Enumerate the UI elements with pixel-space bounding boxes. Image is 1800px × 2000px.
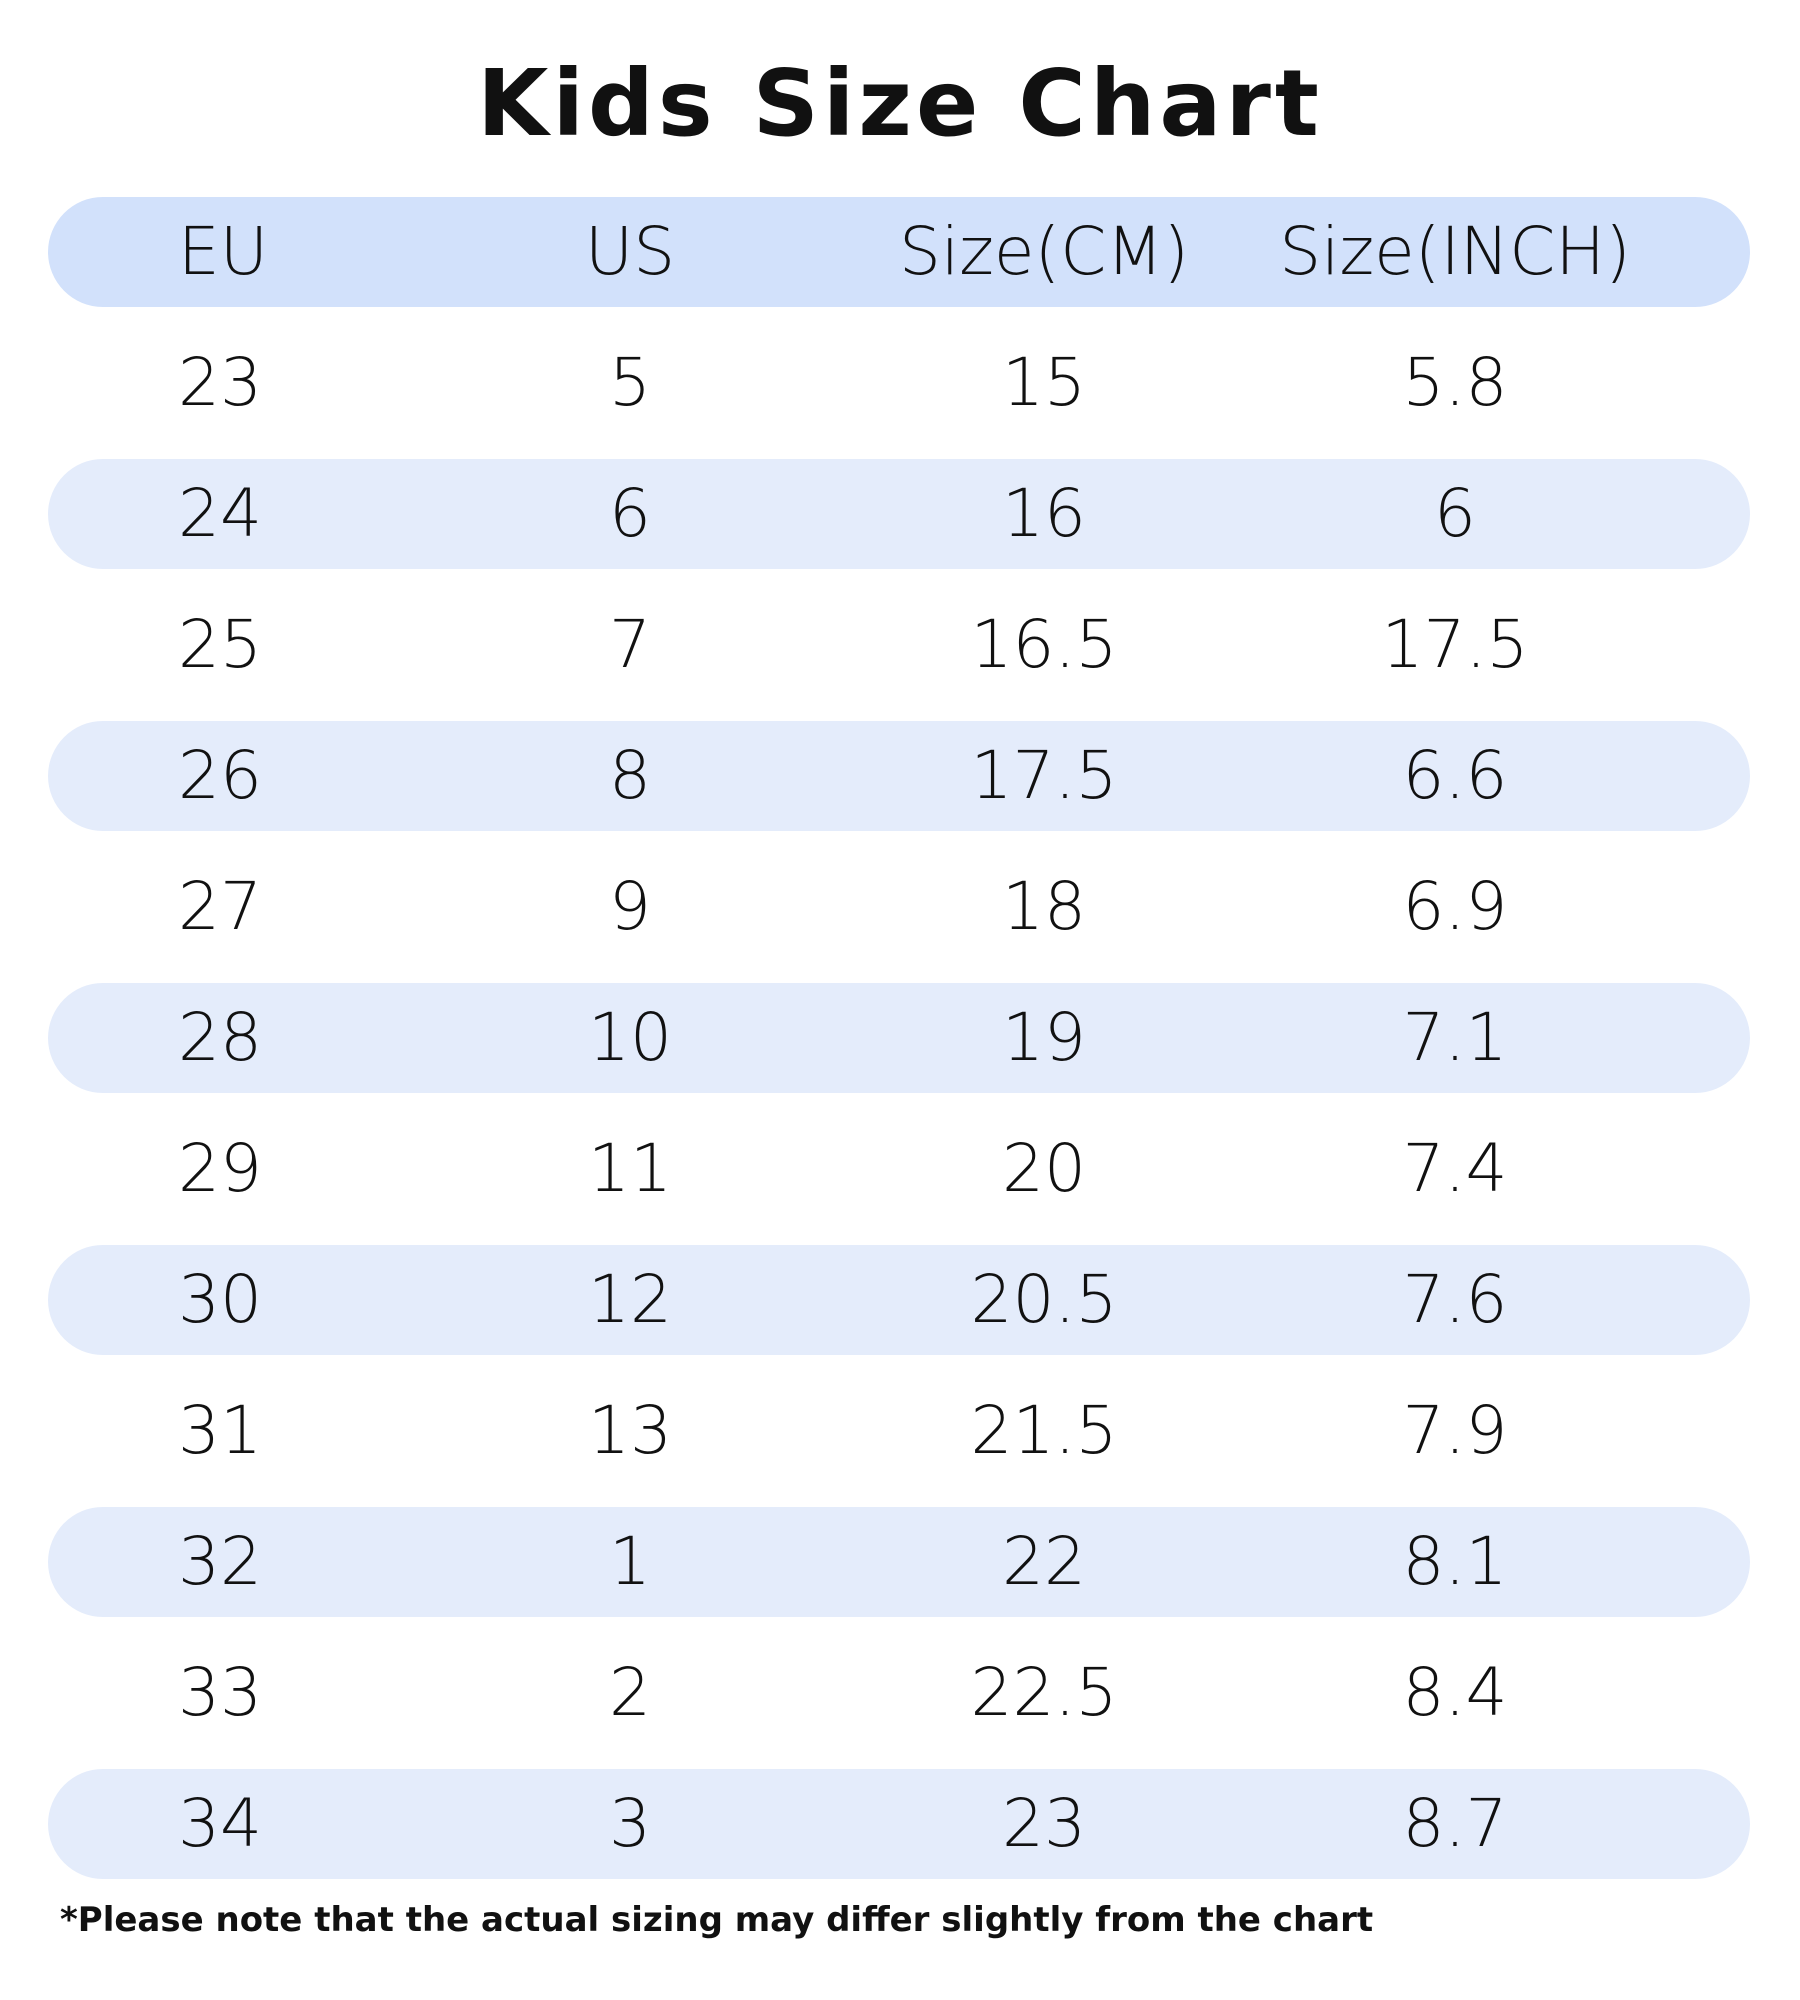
table-cell: 16 bbox=[1002, 475, 1086, 552]
table-cell: 8.1 bbox=[1402, 1523, 1508, 1600]
row-band bbox=[48, 721, 1750, 831]
table-cell: 5 bbox=[609, 344, 651, 421]
table-cell: 16.5 bbox=[970, 606, 1118, 683]
table-cell: 9 bbox=[609, 868, 651, 945]
title: Kids Size Chart bbox=[477, 50, 1323, 157]
table-cell: 6.6 bbox=[1402, 737, 1508, 814]
row-band bbox=[48, 1507, 1750, 1617]
table-cell: 32 bbox=[178, 1523, 262, 1600]
note: *Please note that the actual sizing may … bbox=[60, 1900, 1374, 1940]
table-cell: 8.7 bbox=[1402, 1785, 1508, 1862]
table-cell: 15 bbox=[1002, 344, 1086, 421]
column-header: Size(INCH) bbox=[1279, 213, 1631, 290]
row-band bbox=[48, 983, 1750, 1093]
table-cell: 2 bbox=[609, 1654, 651, 1731]
table-cell: 27 bbox=[178, 868, 262, 945]
table-cell: 23 bbox=[178, 344, 262, 421]
table-cell: 11 bbox=[588, 1130, 672, 1207]
table-cell: 7.1 bbox=[1402, 999, 1508, 1076]
table-cell: 28 bbox=[178, 999, 262, 1076]
table-cell: 10 bbox=[588, 999, 672, 1076]
column-header: EU bbox=[178, 213, 269, 290]
table-cell: 7.4 bbox=[1402, 1130, 1508, 1207]
column-header: US bbox=[584, 213, 676, 290]
table-cell: 20 bbox=[1002, 1130, 1086, 1207]
table-cell: 23 bbox=[1002, 1785, 1086, 1862]
table-cell: 34 bbox=[178, 1785, 262, 1862]
table-cell: 13 bbox=[588, 1392, 672, 1469]
table-cell: 26 bbox=[178, 737, 262, 814]
header-band bbox=[48, 197, 1750, 307]
table-cell: 3 bbox=[609, 1785, 651, 1862]
table-cell: 24 bbox=[178, 475, 262, 552]
table-cell: 1 bbox=[609, 1523, 651, 1600]
table-cell: 17.5 bbox=[970, 737, 1118, 814]
row-band bbox=[48, 1769, 1750, 1879]
table-cell: 12 bbox=[588, 1261, 672, 1338]
table-cell: 5.8 bbox=[1402, 344, 1508, 421]
row-band bbox=[48, 459, 1750, 569]
table-cell: 25 bbox=[178, 606, 262, 683]
table-cell: 20.5 bbox=[970, 1261, 1118, 1338]
column-header: Size(CM) bbox=[898, 213, 1189, 290]
table-cell: 22.5 bbox=[970, 1654, 1118, 1731]
table-cell: 33 bbox=[178, 1654, 262, 1731]
table-cell: 19 bbox=[1002, 999, 1086, 1076]
table-cell: 7.6 bbox=[1402, 1261, 1508, 1338]
table-cell: 29 bbox=[178, 1130, 262, 1207]
table-cell: 6 bbox=[609, 475, 651, 552]
row-band bbox=[48, 1245, 1750, 1355]
table-cell: 6.9 bbox=[1402, 868, 1508, 945]
table-cell: 6 bbox=[1434, 475, 1476, 552]
table-cell: 7.9 bbox=[1402, 1392, 1508, 1469]
table-cell: 8 bbox=[609, 737, 651, 814]
table-cell: 18 bbox=[1002, 868, 1086, 945]
table-cell: 22 bbox=[1002, 1523, 1086, 1600]
table-cell: 7 bbox=[609, 606, 651, 683]
table-cell: 21.5 bbox=[970, 1392, 1118, 1469]
table-cell: 17.5 bbox=[1381, 606, 1529, 683]
table-cell: 8.4 bbox=[1402, 1654, 1508, 1731]
table-cell: 31 bbox=[178, 1392, 262, 1469]
table-cell: 30 bbox=[178, 1261, 262, 1338]
